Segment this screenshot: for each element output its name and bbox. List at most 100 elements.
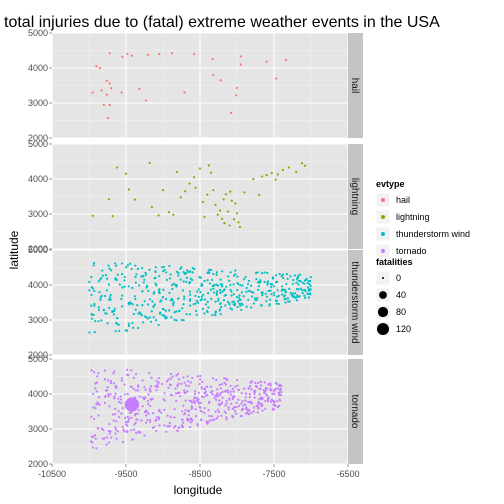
facet-strip-label: tornado: [349, 395, 360, 429]
data-point-large: [124, 397, 140, 412]
data-point: [91, 91, 94, 94]
data-point: [230, 290, 233, 293]
data-point: [232, 390, 235, 393]
data-point: [232, 274, 236, 277]
data-point: [191, 376, 194, 380]
data-point: [152, 316, 155, 319]
data-point: [106, 379, 110, 382]
data-point: [280, 285, 284, 288]
data-point: [164, 297, 168, 301]
data-point: [141, 290, 144, 293]
data-point: [106, 386, 109, 389]
data-point: [127, 420, 130, 423]
data-point: [117, 323, 120, 326]
data-point: [157, 377, 160, 380]
data-point: [104, 312, 107, 315]
data-point: [88, 289, 91, 292]
data-point: [161, 296, 164, 299]
data-point: [217, 297, 220, 300]
data-point: [307, 279, 310, 283]
data-point: [272, 285, 276, 288]
data-point: [234, 302, 237, 305]
data-point: [148, 298, 152, 301]
data-point: [137, 389, 140, 392]
data-point: [167, 378, 170, 381]
data-point: [177, 310, 181, 313]
data-point: [252, 177, 255, 181]
facet-panel-lightning: 2000 3000 4000 5000 lightning: [28, 139, 363, 254]
x-tick-label: -10500: [38, 469, 66, 479]
data-point: [233, 406, 236, 409]
data-point: [245, 406, 248, 409]
data-point: [219, 387, 223, 390]
data-point: [174, 424, 177, 428]
data-point: [188, 182, 191, 185]
data-point: [218, 403, 221, 407]
data-point: [248, 396, 251, 399]
facet-panels: 2000 3000 4000 5000 hail 2000 3000 4000 5000 ligh…: [28, 28, 363, 469]
data-point: [229, 283, 232, 286]
data-point: [180, 266, 183, 269]
data-point: [168, 421, 171, 425]
data-point: [239, 304, 242, 307]
data-point: [217, 410, 221, 414]
data-point: [182, 280, 185, 283]
data-point: [295, 281, 298, 284]
data-point: [226, 391, 230, 394]
data-point: [108, 104, 111, 107]
data-point: [286, 277, 289, 280]
data-point: [88, 331, 91, 334]
data-point: [254, 381, 257, 385]
data-point: [130, 369, 133, 372]
data-point: [161, 314, 164, 317]
data-point: [214, 203, 217, 206]
data-point: [121, 407, 124, 410]
data-point: [132, 326, 135, 329]
x-tick-label: -6500: [336, 469, 359, 479]
data-point: [236, 384, 239, 387]
data-point: [204, 303, 207, 306]
data-point: [133, 423, 136, 426]
data-point: [134, 431, 138, 435]
data-point: [240, 409, 243, 412]
data-point: [120, 262, 124, 265]
data-point: [225, 399, 228, 402]
data-point: [183, 391, 186, 395]
legend-size-swatch: [377, 306, 389, 318]
data-point: [108, 52, 111, 55]
data-point: [94, 319, 97, 323]
data-point: [191, 419, 194, 423]
data-point: [219, 302, 222, 306]
data-point: [143, 411, 146, 414]
x-axis: -10500 -9500 -8500 -7500 -6500: [38, 464, 360, 479]
data-point: [212, 189, 215, 192]
data-point: [120, 91, 123, 94]
data-point: [182, 421, 185, 424]
data-point: [199, 374, 202, 378]
data-point: [178, 391, 181, 394]
data-point: [124, 172, 128, 175]
data-point: [218, 383, 221, 386]
data-point: [208, 414, 211, 418]
data-point: [107, 429, 111, 433]
data-point: [234, 202, 237, 205]
data-point: [212, 272, 215, 276]
data-point: [89, 440, 93, 443]
data-point: [268, 382, 271, 386]
data-point: [97, 306, 100, 309]
x-axis-label: longitude: [174, 483, 223, 497]
data-point: [134, 421, 137, 424]
data-point: [201, 380, 204, 384]
data-point: [273, 390, 276, 393]
data-point: [228, 279, 231, 282]
data-point: [258, 194, 261, 197]
data-point: [108, 267, 111, 270]
data-point: [242, 295, 245, 298]
data-point: [276, 295, 279, 298]
data-point: [158, 424, 161, 427]
data-point: [150, 310, 153, 313]
data-point: [133, 428, 136, 431]
data-point: [110, 87, 113, 90]
data-point: [186, 375, 189, 378]
data-point: [193, 396, 196, 399]
